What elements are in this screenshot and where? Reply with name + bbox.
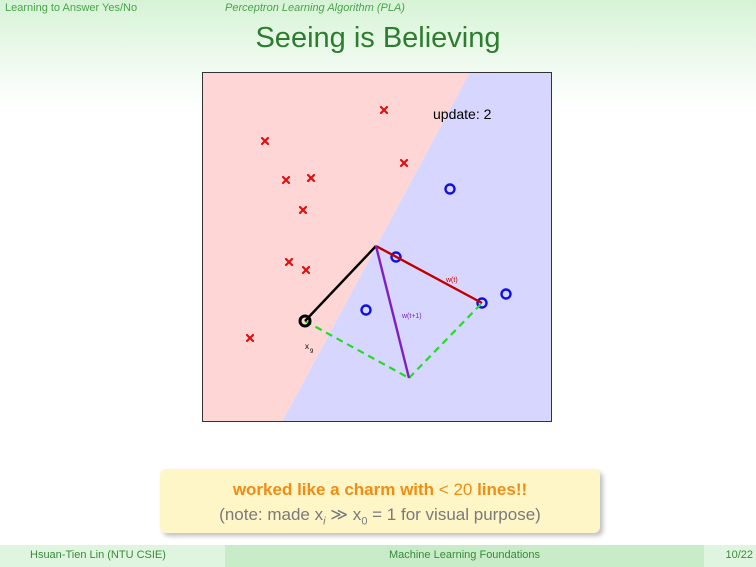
cross-marker bbox=[281, 175, 291, 185]
construction-line-x bbox=[304, 320, 410, 379]
x-label: x bbox=[305, 342, 309, 351]
cross-marker bbox=[260, 136, 270, 146]
positive-region bbox=[282, 72, 552, 422]
cross-marker bbox=[245, 333, 255, 343]
update-label: update: 2 bbox=[433, 106, 492, 122]
circle-marker bbox=[500, 288, 512, 300]
w-t1-vector bbox=[374, 245, 411, 379]
construction-line-w bbox=[408, 302, 483, 379]
cross-marker bbox=[306, 173, 316, 183]
circle-marker bbox=[390, 251, 402, 263]
note-box: worked like a charm with < 20 lines!! (n… bbox=[160, 469, 600, 533]
footer: Hsuan-Tien Lin (NTU CSIE) Machine Learni… bbox=[0, 545, 756, 567]
section-header: Learning to Answer Yes/No bbox=[5, 2, 138, 14]
cross-marker bbox=[399, 158, 409, 168]
w-t-vector bbox=[375, 244, 483, 305]
slide-title: Seeing is Believing bbox=[255, 22, 501, 54]
footer-page: 10/22 bbox=[725, 549, 753, 561]
x-vector bbox=[304, 245, 377, 322]
w-t1-label: w(t+1) bbox=[401, 313, 422, 320]
circle-marker bbox=[444, 183, 456, 195]
subsection-header: Perceptron Learning Algorithm (PLA) bbox=[225, 2, 405, 14]
circle-marker bbox=[360, 304, 372, 316]
cross-marker bbox=[284, 257, 294, 267]
w-t-label: w(t) bbox=[445, 277, 458, 284]
positive-points bbox=[360, 183, 512, 316]
note-line-1: worked like a charm with < 20 lines!! bbox=[232, 480, 528, 499]
plot-border bbox=[202, 72, 552, 422]
cross-marker bbox=[298, 205, 308, 215]
footer-course: Machine Learning Foundations bbox=[388, 549, 541, 561]
cross-marker bbox=[379, 105, 389, 115]
x-subscript: 9 bbox=[310, 349, 314, 355]
circle-marker bbox=[476, 297, 488, 309]
negative-region bbox=[202, 72, 470, 422]
note-line-2: (note: made xi ≫ x0 = 1 for visual purpo… bbox=[219, 505, 541, 528]
x9-point bbox=[298, 314, 312, 328]
cross-marker bbox=[301, 265, 311, 275]
negative-points bbox=[245, 105, 409, 343]
footer-author: Hsuan-Tien Lin (NTU CSIE) bbox=[30, 549, 166, 561]
pla-plot: update: 2 w(t) w(t+1) x 9 bbox=[202, 72, 552, 422]
